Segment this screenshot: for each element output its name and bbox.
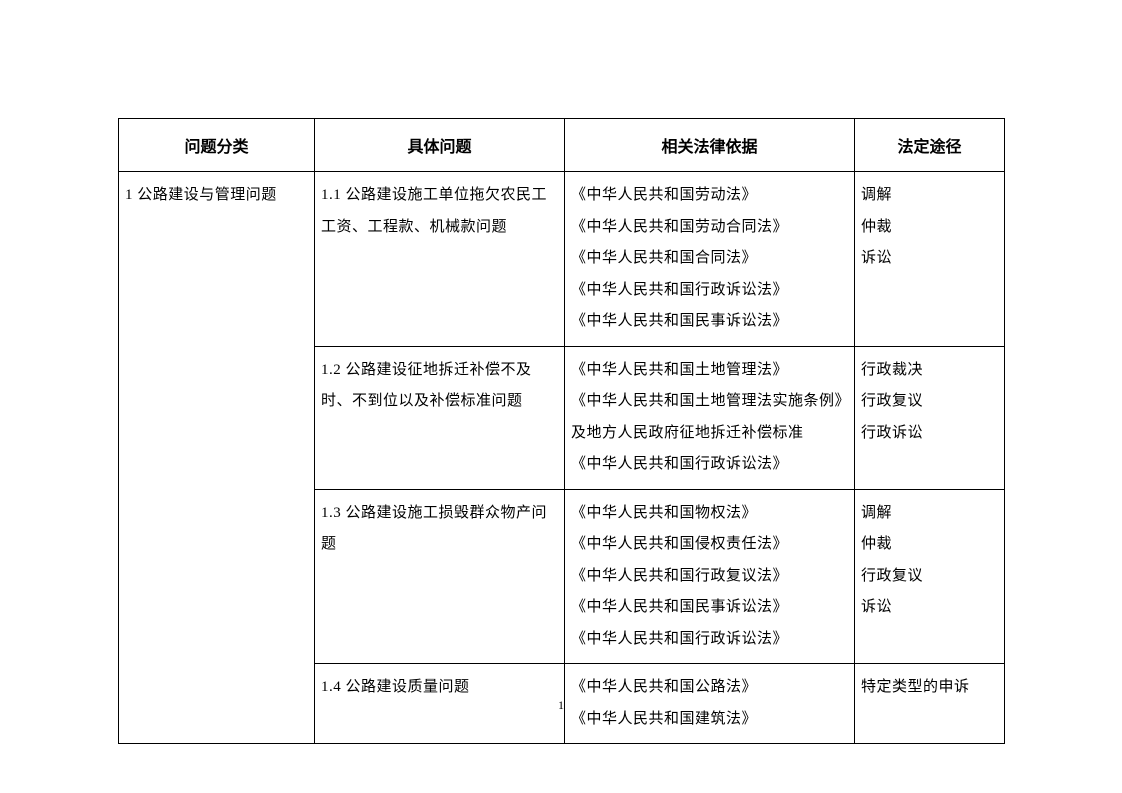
category-text: 1 公路建设与管理问题: [125, 180, 308, 212]
issue-text: 1.3 公路建设施工损毁群众物产问题: [321, 498, 558, 561]
cell-issue: 1.3 公路建设施工损毁群众物产问题: [315, 489, 565, 664]
cell-issue: 1.4 公路建设质量问题: [315, 664, 565, 744]
cell-channel: 行政裁决 行政复议 行政诉讼: [855, 346, 1005, 489]
channel-text: 行政裁决 行政复议 行政诉讼: [861, 355, 998, 450]
issue-text: 1.4 公路建设质量问题: [321, 672, 558, 704]
cell-channel: 调解 仲裁 诉讼: [855, 172, 1005, 347]
channel-text: 调解 仲裁 行政复议 诉讼: [861, 498, 998, 624]
header-issue: 具体问题: [315, 119, 565, 172]
header-channel: 法定途径: [855, 119, 1005, 172]
channel-text: 调解 仲裁 诉讼: [861, 180, 998, 275]
legal-classification-table: 问题分类 具体问题 相关法律依据 法定途径 1 公路建设与管理问题 1.1 公路…: [118, 118, 1005, 744]
cell-channel: 特定类型的申诉: [855, 664, 1005, 744]
cell-issue: 1.1 公路建设施工单位拖欠农民工工资、工程款、机械款问题: [315, 172, 565, 347]
cell-channel: 调解 仲裁 行政复议 诉讼: [855, 489, 1005, 664]
issue-text: 1.1 公路建设施工单位拖欠农民工工资、工程款、机械款问题: [321, 180, 558, 243]
cell-legal: 《中华人民共和国公路法》 《中华人民共和国建筑法》: [565, 664, 855, 744]
channel-text: 特定类型的申诉: [861, 672, 998, 704]
legal-text: 《中华人民共和国物权法》 《中华人民共和国侵权责任法》 《中华人民共和国行政复议…: [571, 498, 848, 656]
cell-category: 1 公路建设与管理问题: [119, 172, 315, 744]
cell-legal: 《中华人民共和国土地管理法》 《中华人民共和国土地管理法实施条例》及地方人民政府…: [565, 346, 855, 489]
legal-text: 《中华人民共和国公路法》 《中华人民共和国建筑法》: [571, 672, 848, 735]
header-category: 问题分类: [119, 119, 315, 172]
issue-text: 1.2 公路建设征地拆迁补偿不及时、不到位以及补偿标准问题: [321, 355, 558, 418]
cell-legal: 《中华人民共和国劳动法》 《中华人民共和国劳动合同法》 《中华人民共和国合同法》…: [565, 172, 855, 347]
cell-issue: 1.2 公路建设征地拆迁补偿不及时、不到位以及补偿标准问题: [315, 346, 565, 489]
cell-legal: 《中华人民共和国物权法》 《中华人民共和国侵权责任法》 《中华人民共和国行政复议…: [565, 489, 855, 664]
legal-text: 《中华人民共和国土地管理法》 《中华人民共和国土地管理法实施条例》及地方人民政府…: [571, 355, 848, 481]
legal-text: 《中华人民共和国劳动法》 《中华人民共和国劳动合同法》 《中华人民共和国合同法》…: [571, 180, 848, 338]
table-header-row: 问题分类 具体问题 相关法律依据 法定途径: [119, 119, 1005, 172]
table-container: 问题分类 具体问题 相关法律依据 法定途径 1 公路建设与管理问题 1.1 公路…: [118, 118, 1004, 744]
header-legal: 相关法律依据: [565, 119, 855, 172]
page-number: 1: [558, 698, 564, 713]
table-row: 1 公路建设与管理问题 1.1 公路建设施工单位拖欠农民工工资、工程款、机械款问…: [119, 172, 1005, 347]
